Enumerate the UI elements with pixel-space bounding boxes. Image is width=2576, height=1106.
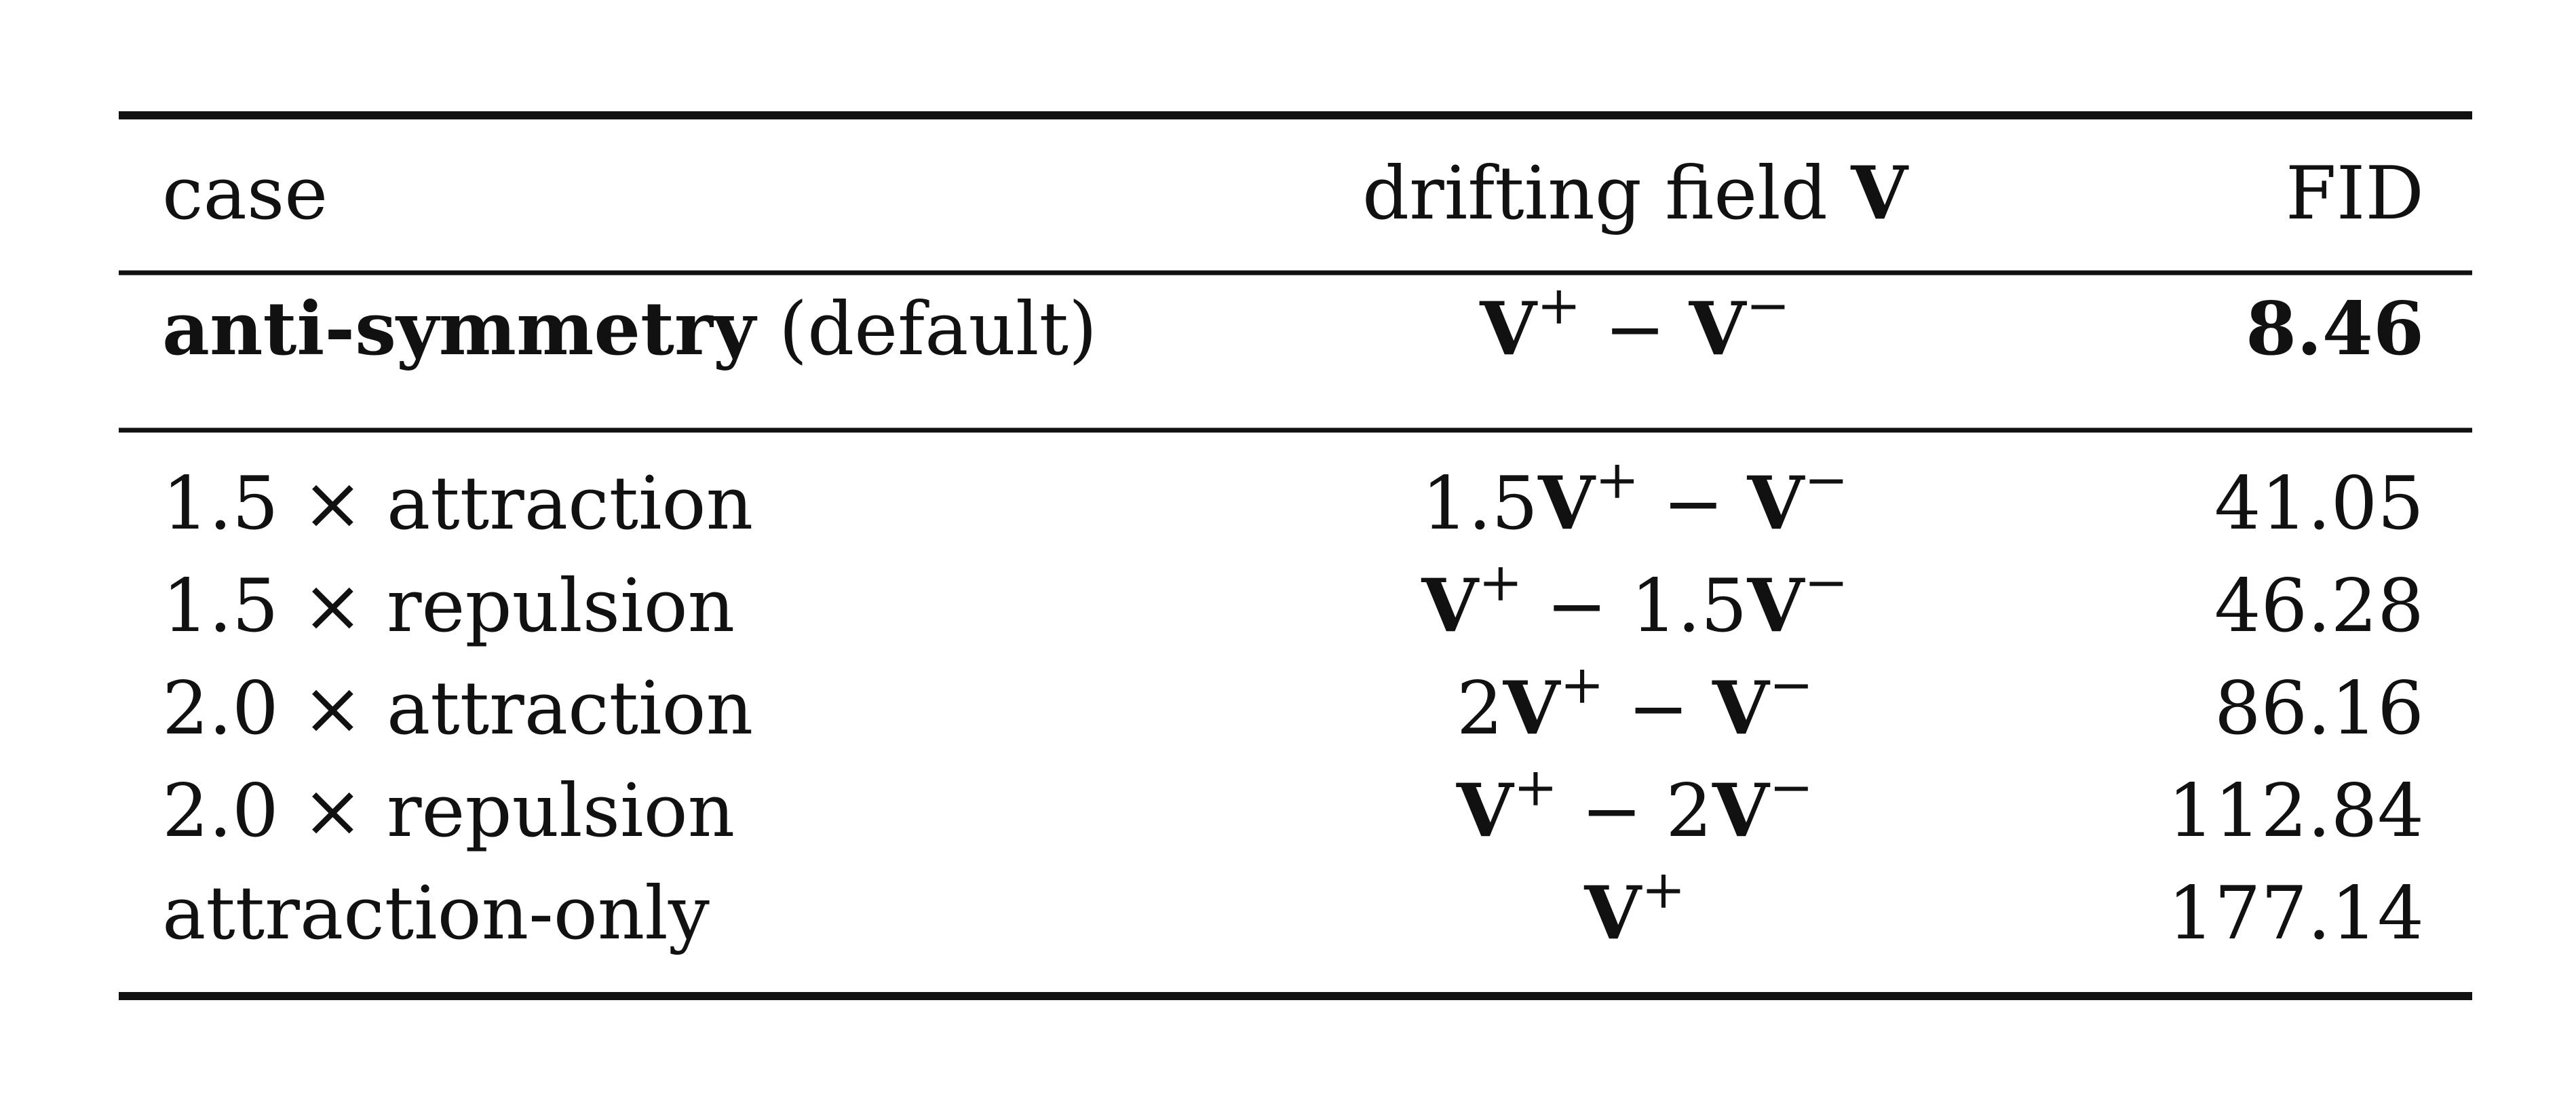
cell-text: 2.0 × attraction xyxy=(162,666,753,751)
cell-text: V xyxy=(1456,768,1515,854)
cell-text: V xyxy=(1850,151,1909,236)
cell-text: V xyxy=(1503,666,1562,751)
cell-text: 86.16 xyxy=(2214,666,2424,751)
fid-cell: 46.28 xyxy=(2214,564,2424,649)
cell-text: V xyxy=(1712,768,1771,854)
drifting-field-cell: V+ − 2V− xyxy=(1456,757,1813,854)
cell-text: V xyxy=(1689,286,1748,372)
fid-cell: 86.16 xyxy=(2214,666,2424,751)
header-case: case xyxy=(162,151,328,236)
cell-text: 1.5 × repulsion xyxy=(162,564,735,649)
cell-text: anti-symmetry xyxy=(162,286,758,372)
case-cell: 1.5 × attraction xyxy=(162,461,753,546)
cell-text: V xyxy=(1746,461,1805,546)
drifting-field-cell: 1.5V+ − V− xyxy=(1421,450,1848,546)
cell-text: + xyxy=(1514,757,1558,818)
case-cell: attraction-only xyxy=(162,871,710,956)
cell-text: FID xyxy=(2286,151,2424,236)
fid-cell: 112.84 xyxy=(2168,769,2424,854)
cell-text: + xyxy=(1478,552,1522,613)
cell-text: + xyxy=(1641,860,1685,921)
cell-text: − xyxy=(1581,287,1689,372)
cell-text: 1.5 xyxy=(1421,461,1538,546)
drifting-field-cell: 2V+ − V− xyxy=(1457,655,1813,751)
cell-text: V xyxy=(1421,563,1480,649)
cell-text: + xyxy=(1537,275,1581,337)
cell-text: − 1.5 xyxy=(1523,564,1748,649)
cell-text: 2.0 × repulsion xyxy=(162,769,735,854)
drifting-field-cell: V+ − V− xyxy=(1479,275,1790,372)
cell-text: + xyxy=(1595,450,1639,511)
fid-cell: 41.05 xyxy=(2214,461,2424,546)
drifting-field-cell: V+ − 1.5V− xyxy=(1421,552,1848,649)
cell-text: V xyxy=(1712,666,1771,751)
fid-cell: 177.14 xyxy=(2168,871,2424,956)
drifting-field-cell: V+ xyxy=(1583,860,1685,956)
cell-text: V xyxy=(1583,871,1642,956)
cell-text: + xyxy=(1560,655,1604,716)
cell-text: (default) xyxy=(756,287,1098,372)
cell-text: 1.5 × attraction xyxy=(162,461,753,546)
cell-text: case xyxy=(162,151,328,236)
header-drifting-field: drifting field V xyxy=(1362,151,1909,236)
cell-text: 8.46 xyxy=(2246,286,2424,372)
cell-text: 177.14 xyxy=(2168,871,2424,956)
cell-text: V xyxy=(1479,286,1538,372)
fid-cell: 8.46 xyxy=(2246,286,2424,372)
case-cell: anti-symmetry (default) xyxy=(162,286,1097,372)
header-fid: FID xyxy=(2286,151,2424,236)
cell-text: − xyxy=(1639,461,1747,546)
cell-text: − xyxy=(1769,655,1813,716)
cell-text: V xyxy=(1746,563,1805,649)
cell-text: 112.84 xyxy=(2168,769,2424,854)
cell-text: − xyxy=(1769,757,1813,818)
case-cell: 2.0 × repulsion xyxy=(162,769,735,854)
cell-text: V xyxy=(1537,461,1596,546)
cell-text: − xyxy=(1604,666,1712,751)
cell-text: drifting field xyxy=(1362,151,1851,236)
cell-text: − xyxy=(1804,450,1848,511)
cell-text: 41.05 xyxy=(2214,461,2424,546)
cell-text: − xyxy=(1746,275,1790,337)
cell-text: 46.28 xyxy=(2214,564,2424,649)
cell-text: 2 xyxy=(1457,666,1503,751)
cell-text: − xyxy=(1804,552,1848,613)
case-cell: 2.0 × attraction xyxy=(162,666,753,751)
cell-text: attraction-only xyxy=(162,871,710,956)
case-cell: 1.5 × repulsion xyxy=(162,564,735,649)
cell-text: − 2 xyxy=(1558,769,1712,854)
